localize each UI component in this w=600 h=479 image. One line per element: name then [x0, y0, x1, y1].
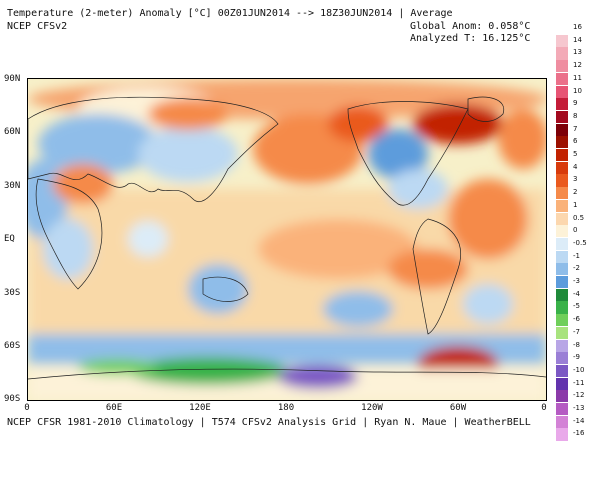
- scale-label: -7: [573, 327, 580, 336]
- scale-swatch: [556, 314, 568, 327]
- scale-swatch: [556, 136, 568, 149]
- scale-label: 6: [573, 137, 578, 146]
- lat-label-90n: 90N: [4, 74, 21, 84]
- lat-label-30n: 30N: [4, 181, 21, 191]
- scale-swatch: [556, 72, 568, 85]
- scale-swatch: [556, 415, 568, 428]
- scale-swatch: [556, 352, 568, 365]
- scale-swatch: [556, 339, 568, 352]
- scale-label: 8: [573, 111, 578, 120]
- scale-label: -9: [573, 353, 580, 362]
- scale-label: -10: [573, 365, 585, 374]
- scale-swatch: [556, 403, 568, 416]
- scale-label: -1: [573, 251, 580, 260]
- lon-label-120w: 120W: [361, 403, 383, 413]
- lon-label-0-left: 0: [24, 403, 30, 413]
- scale-swatch: [556, 110, 568, 124]
- scale-swatch: [556, 250, 568, 263]
- scale-swatch: [556, 60, 568, 73]
- scale-label: 0: [573, 226, 578, 235]
- scale-label: -16: [573, 429, 585, 438]
- lat-label-eq: EQ: [4, 234, 15, 244]
- map-title: Temperature (2-meter) Anomaly [°C] 00Z01…: [7, 8, 453, 19]
- scale-label: -6: [573, 315, 580, 324]
- scale-label: 10: [573, 86, 582, 95]
- scale-label: -2: [573, 264, 580, 273]
- scale-swatch: [556, 377, 568, 390]
- scale-label: 2: [573, 188, 578, 197]
- scale-swatch: [556, 123, 568, 136]
- lat-label-90s: 90S: [4, 394, 21, 404]
- scale-label: -5: [573, 302, 580, 311]
- scale-swatch: [556, 174, 568, 187]
- lon-label-0-right: 0: [541, 403, 547, 413]
- scale-label: 1: [573, 200, 578, 209]
- scale-swatch: [556, 288, 568, 301]
- scale-swatch: [556, 187, 568, 200]
- scale-swatch: [556, 85, 568, 98]
- scale-swatch: [556, 364, 568, 378]
- lon-label-60e: 60E: [105, 403, 123, 413]
- scale-swatch: [556, 237, 568, 251]
- scale-label: 9: [573, 99, 578, 108]
- lon-label-180: 180: [277, 403, 295, 413]
- scale-label: 13: [573, 48, 582, 57]
- scale-label: -13: [573, 404, 585, 412]
- global-anomaly: Global Anom: 0.058°C: [410, 21, 531, 32]
- lat-label-30s: 30S: [4, 288, 21, 298]
- scale-label: 16: [573, 23, 582, 31]
- scale-swatch: [556, 326, 568, 339]
- scale-label: 5: [573, 150, 578, 158]
- scale-label: 4: [573, 162, 578, 171]
- scale-label: 14: [573, 35, 582, 44]
- scale-swatch: [556, 98, 568, 111]
- model-name: NCEP CFSv2: [7, 21, 68, 32]
- scale-swatch: [556, 22, 568, 35]
- scale-swatch: [556, 428, 568, 441]
- analyzed-temperature: Analyzed T: 16.125°C: [410, 33, 531, 44]
- scale-swatch: [556, 276, 568, 289]
- scale-swatch: [556, 47, 568, 60]
- scale-label: -3: [573, 277, 580, 285]
- scale-label: -0.5: [573, 238, 587, 247]
- scale-swatch: [556, 34, 568, 47]
- scale-label: 7: [573, 124, 578, 133]
- footer-credit: NCEP CFSR 1981-2010 Climatology | T574 C…: [7, 417, 531, 428]
- scale-label: 11: [573, 73, 582, 82]
- scale-label: 0.5: [573, 213, 585, 222]
- scale-label: -8: [573, 340, 580, 349]
- scale-swatch: [556, 149, 568, 162]
- scale-swatch: [556, 212, 568, 225]
- anomaly-map: [27, 78, 547, 401]
- lat-label-60n: 60N: [4, 127, 21, 137]
- scale-swatch: [556, 301, 568, 314]
- scale-label: -4: [573, 289, 580, 298]
- scale-label: 3: [573, 175, 578, 184]
- scale-label: -11: [573, 378, 585, 387]
- scale-swatch: [556, 199, 568, 212]
- lon-label-120e: 120E: [189, 403, 211, 413]
- lat-label-60s: 60S: [4, 341, 21, 351]
- lon-label-60w: 60W: [449, 403, 467, 413]
- scale-label: 12: [573, 61, 582, 70]
- scale-label: -12: [573, 391, 585, 400]
- scale-swatch: [556, 225, 568, 238]
- scale-label: -14: [573, 416, 585, 425]
- scale-swatch: [556, 263, 568, 276]
- scale-swatch: [556, 161, 568, 174]
- scale-swatch: [556, 390, 568, 403]
